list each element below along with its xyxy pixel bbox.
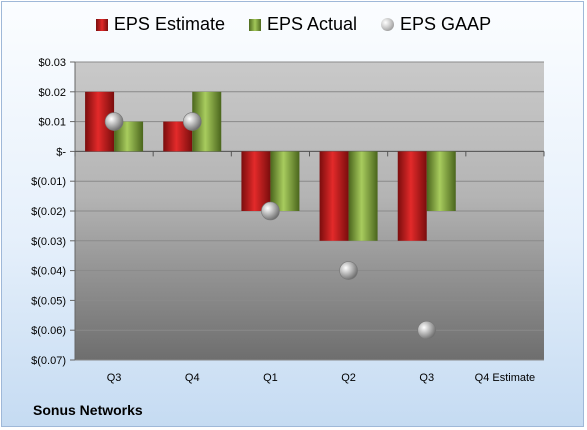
y-axis: $0.03 $0.02 $0.01 $- $(0.01) $(0.02) $(0.03) $(… [31,57,76,367]
y-tick-label: $(0.05) [31,295,66,307]
x-tick-label: Q2 [341,372,356,384]
y-tick-label: $- [56,146,66,158]
y-tick-label: $(0.02) [31,206,66,218]
x-tick-label: Q3 [419,372,434,384]
y-tick-label: $(0.04) [31,266,66,278]
legend-swatch-eps-estimate [95,18,108,31]
x-tick-label: Q4 [185,372,200,384]
x-axis: Q3 Q4 Q1 Q2 Q3 Q4 Estimate [74,150,545,384]
y-tick-label: $0.03 [38,57,66,69]
y-tick-label: $(0.01) [31,176,66,188]
marker-eps-gaap [182,112,202,131]
marker-eps-gaap [339,261,358,280]
gridlines [75,61,544,361]
bar-eps-actual [270,151,300,211]
legend-item-eps-gaap: EPS GAAP [381,14,491,35]
y-tick-label: $(0.03) [31,236,66,248]
legend-swatch-eps-actual [248,18,261,31]
company-name: Sonus Networks [33,402,143,418]
y-tick-label: $(0.07) [31,355,66,367]
legend-label-eps-actual: EPS Actual [266,14,358,34]
marker-eps-gaap [417,320,437,340]
bar-eps-estimate [397,151,427,241]
y-tick-label: $0.02 [38,87,66,99]
legend-swatch-eps-gaap [381,18,395,31]
legend-item-eps-estimate: EPS Estimate [95,14,225,35]
bar-eps-actual [426,151,456,211]
legend-item-eps-actual: EPS Actual [248,14,358,35]
x-tick-label: Q1 [263,372,278,384]
bar-eps-estimate [319,151,349,241]
legend-label-eps-estimate: EPS Estimate [113,14,225,34]
bar-eps-actual [348,151,378,241]
x-tick-label: Q3 [107,372,122,384]
y-tick-label: $0.01 [38,117,66,129]
marker-eps-gaap [104,112,124,131]
x-tick-label: Q4 Estimate [475,372,536,384]
legend-label-eps-gaap: EPS GAAP [400,14,492,34]
y-tick-label: $(0.06) [31,325,66,337]
gaap-markers [104,112,437,340]
bar-eps-estimate [241,151,271,211]
legend: EPS Estimate EPS Actual EPS GAAP [0,14,587,35]
marker-eps-gaap [261,201,280,221]
